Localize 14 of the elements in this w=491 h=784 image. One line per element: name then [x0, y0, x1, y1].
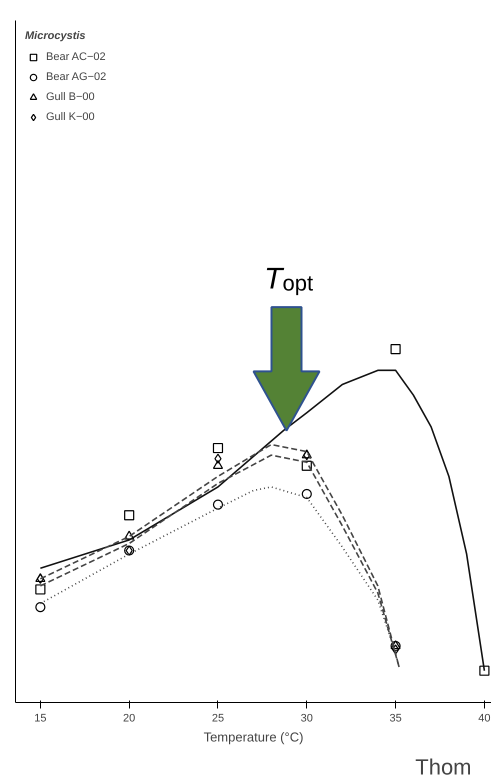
- x-tick-label: 15: [34, 712, 46, 724]
- x-tick-label: 40: [478, 712, 491, 724]
- x-tick-label: 30: [300, 712, 313, 724]
- text: Topt: [264, 262, 314, 296]
- legend-title: Microcystis: [25, 30, 87, 42]
- legend-label: Bear AC−02: [46, 51, 106, 63]
- x-axis-title: Temperature (°C): [204, 730, 304, 744]
- x-tick-label: 35: [389, 712, 402, 724]
- legend-label: Gull B−00: [46, 91, 95, 103]
- legend-label: Bear AG−02: [46, 71, 106, 83]
- x-tick-label: 20: [123, 712, 136, 724]
- text: Thom: [415, 754, 472, 780]
- legend-label: Gull K−00: [46, 111, 95, 123]
- x-tick-label: 25: [212, 712, 224, 724]
